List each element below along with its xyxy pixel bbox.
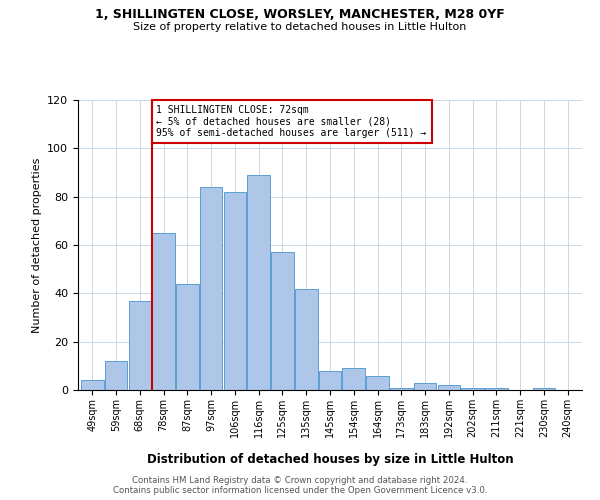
Bar — [461, 388, 484, 390]
Bar — [81, 380, 104, 390]
Bar — [105, 361, 127, 390]
Bar — [295, 288, 317, 390]
Bar — [437, 385, 460, 390]
Text: Distribution of detached houses by size in Little Hulton: Distribution of detached houses by size … — [146, 452, 514, 466]
Text: 1 SHILLINGTEN CLOSE: 72sqm
← 5% of detached houses are smaller (28)
95% of semi-: 1 SHILLINGTEN CLOSE: 72sqm ← 5% of detac… — [157, 105, 427, 138]
Bar — [152, 233, 175, 390]
Text: 1, SHILLINGTEN CLOSE, WORSLEY, MANCHESTER, M28 0YF: 1, SHILLINGTEN CLOSE, WORSLEY, MANCHESTE… — [95, 8, 505, 20]
Bar — [533, 388, 555, 390]
Bar — [247, 175, 270, 390]
Bar — [485, 388, 508, 390]
Bar — [176, 284, 199, 390]
Bar — [224, 192, 246, 390]
Text: Size of property relative to detached houses in Little Hulton: Size of property relative to detached ho… — [133, 22, 467, 32]
Bar — [128, 300, 151, 390]
Y-axis label: Number of detached properties: Number of detached properties — [32, 158, 41, 332]
Bar — [200, 187, 223, 390]
Bar — [319, 370, 341, 390]
Bar — [390, 388, 413, 390]
Text: Contains HM Land Registry data © Crown copyright and database right 2024.
Contai: Contains HM Land Registry data © Crown c… — [113, 476, 487, 495]
Bar — [271, 252, 294, 390]
Bar — [414, 383, 436, 390]
Bar — [343, 368, 365, 390]
Bar — [366, 376, 389, 390]
